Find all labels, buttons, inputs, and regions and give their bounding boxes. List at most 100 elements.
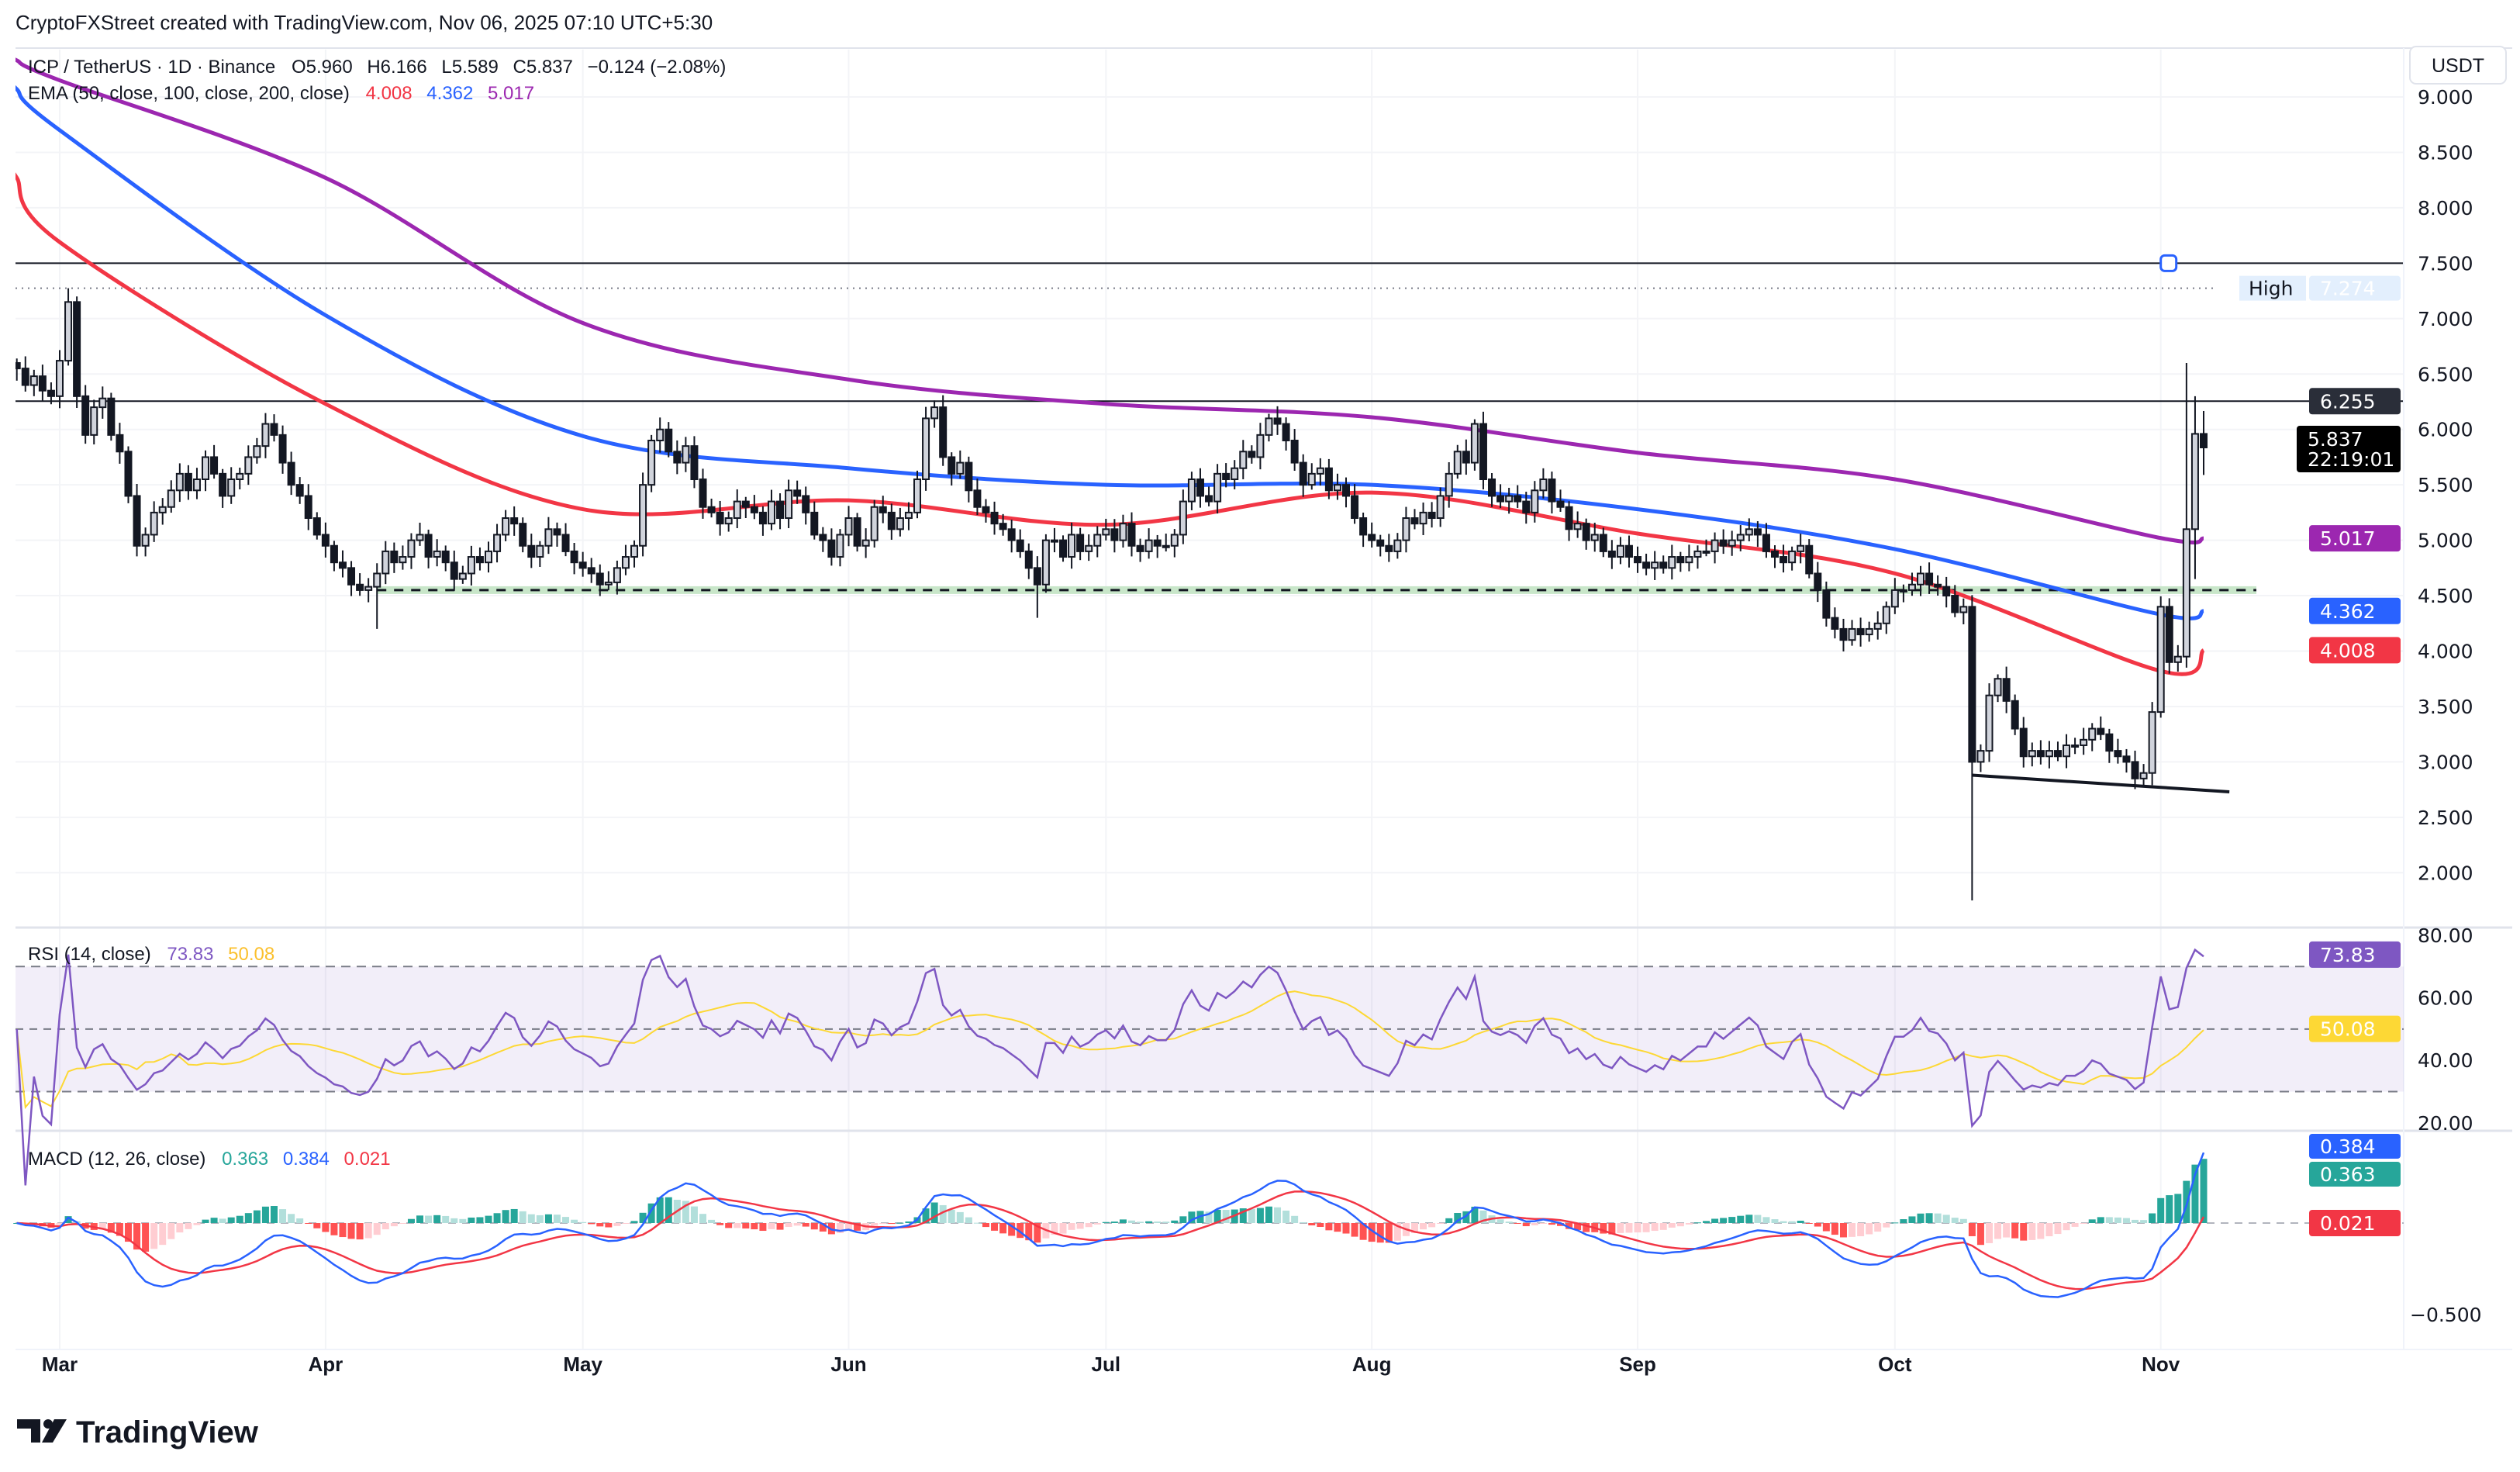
tradingview-logo-text: TradingView [76, 1415, 259, 1450]
macd-title: MACD (12, 26, close) [28, 1149, 205, 1170]
candle-bullish [2139, 772, 2148, 779]
macd-histogram-bar [1780, 1221, 1787, 1223]
price-tick-label: 8.500 [2418, 141, 2473, 164]
candle-bearish [879, 506, 887, 513]
macd-histogram-bar [1703, 1221, 1710, 1223]
macd-histogram-bar [1205, 1211, 1213, 1223]
candle-bearish [312, 517, 321, 536]
line-handle [2159, 254, 2178, 272]
macd-histogram-bar [536, 1215, 544, 1223]
macd-histogram-bar [579, 1221, 587, 1223]
macd-histogram-bar [1574, 1223, 1582, 1230]
candle-bearish [1582, 523, 1590, 541]
macd-histogram-bar [1737, 1215, 1745, 1223]
candle-bullish [364, 586, 373, 591]
macd-histogram-bar [1934, 1213, 1942, 1223]
macd-histogram-bar [339, 1223, 347, 1238]
high-tag-bg [2239, 275, 2306, 301]
symbol-legend[interactable]: ICP / TetherUS · 1D · Binance O5.960 H6.… [28, 57, 726, 78]
macd-histogram-bar [1025, 1223, 1033, 1241]
candle-bearish [1059, 539, 1068, 558]
candle-bullish [1702, 550, 1710, 554]
macd-histogram-bar [708, 1219, 716, 1223]
macd-histogram-bar [1900, 1219, 1907, 1223]
candle-bearish [741, 500, 750, 508]
macd-histogram-bar [1248, 1208, 1255, 1223]
macd-histogram-bar [956, 1211, 964, 1223]
candle-bearish [570, 550, 578, 564]
tradingview-logo[interactable]: TradingView [17, 1415, 259, 1450]
price-tick-label: 3.500 [2418, 696, 2473, 718]
rsi-legend[interactable]: RSI (14, close) 73.83 50.08 [28, 944, 274, 965]
macd-histogram-bar [442, 1215, 450, 1223]
macd-histogram-bar [553, 1215, 561, 1223]
candle-bullish [227, 479, 236, 497]
candle-bullish [913, 479, 921, 513]
macd-hist-value-label-text: 0.363 [2320, 1163, 2376, 1186]
candle-bullish [621, 556, 630, 569]
macd-histogram-bar [296, 1218, 304, 1223]
candle-bullish [1316, 467, 1324, 475]
macd-histogram-bar [1154, 1221, 1162, 1223]
candle-bullish [922, 417, 930, 481]
candle-bullish [1102, 528, 1110, 536]
macd-histogram-bar [1017, 1223, 1024, 1239]
macd-histogram-bar [1797, 1220, 1804, 1223]
macd-histogram-bar [381, 1223, 389, 1230]
macd-histogram-bar [802, 1223, 810, 1227]
candle-bearish [1488, 479, 1496, 497]
macd-histogram-bar [2080, 1223, 2087, 1224]
macd-legend[interactable]: MACD (12, 26, close) 0.363 0.384 0.021 [28, 1149, 391, 1170]
candle-bearish [1282, 423, 1290, 441]
macd-histogram-bar [2157, 1197, 2165, 1223]
candle-bearish [1127, 523, 1136, 547]
ema-100-line [16, 85, 2204, 620]
candle-bearish [2105, 733, 2114, 752]
candle-bullish [733, 500, 741, 520]
macd-histogram-bar [888, 1223, 896, 1225]
candle-bullish [1728, 539, 1736, 547]
candle-bearish [1342, 484, 1350, 497]
macd-pane[interactable] [13, 1152, 2404, 1298]
candle-bullish [1531, 489, 1539, 513]
currency-button[interactable]: USDT [2409, 46, 2507, 85]
candle-bullish [1265, 417, 1273, 436]
price-axis[interactable]: 9.000 8.500 8.000 7.500 7.000 6.500 6.000 5.500… [2410, 86, 2482, 1326]
candle-bullish [639, 484, 647, 547]
candle-bullish [785, 489, 793, 520]
candle-bullish [1848, 627, 1856, 641]
candle-bearish [47, 389, 55, 397]
candle-bearish [330, 544, 338, 564]
candle-bullish [1917, 572, 1925, 586]
month-tick-label: Sep [1619, 1353, 1656, 1376]
candle-bearish [270, 423, 278, 436]
ema-legend[interactable]: EMA (50, close, 100, close, 200, close) … [28, 83, 534, 104]
candle-bearish [776, 500, 785, 520]
macd-histogram-bar [1008, 1223, 1016, 1236]
rsi-pane[interactable] [16, 948, 2404, 1186]
ema50-price-label: 4.008 [2309, 637, 2401, 664]
macd-histogram-bar [1874, 1223, 1882, 1232]
candle-bearish [595, 572, 604, 586]
macd-histogram-bar [1325, 1223, 1333, 1231]
time-axis[interactable]: Mar Apr May Jun Jul Aug Sep Oct Nov [42, 1353, 2180, 1376]
macd-histogram-bar [647, 1203, 655, 1223]
price-pane[interactable] [13, 57, 2404, 901]
candle-bullish [1162, 544, 1170, 548]
candle-bullish [1256, 434, 1265, 458]
macd-histogram-bar [271, 1206, 278, 1223]
macd-hist-value-label-bg [2309, 1162, 2401, 1187]
macd-histogram-bar [1471, 1206, 1479, 1223]
candle-bearish [587, 567, 595, 575]
macd-histogram-bar [288, 1214, 295, 1223]
macd-histogram-bar [1925, 1213, 1933, 1223]
macd-histogram-bar [1102, 1221, 1110, 1223]
macd-histogram-bar [185, 1223, 192, 1229]
macd-histogram-bar [759, 1223, 767, 1232]
candle-bearish [948, 456, 956, 475]
macd-histogram-bar [982, 1223, 989, 1228]
candle-bullish [1050, 539, 1058, 543]
candle-bearish [1299, 461, 1307, 486]
candle-bearish [1033, 567, 1041, 586]
